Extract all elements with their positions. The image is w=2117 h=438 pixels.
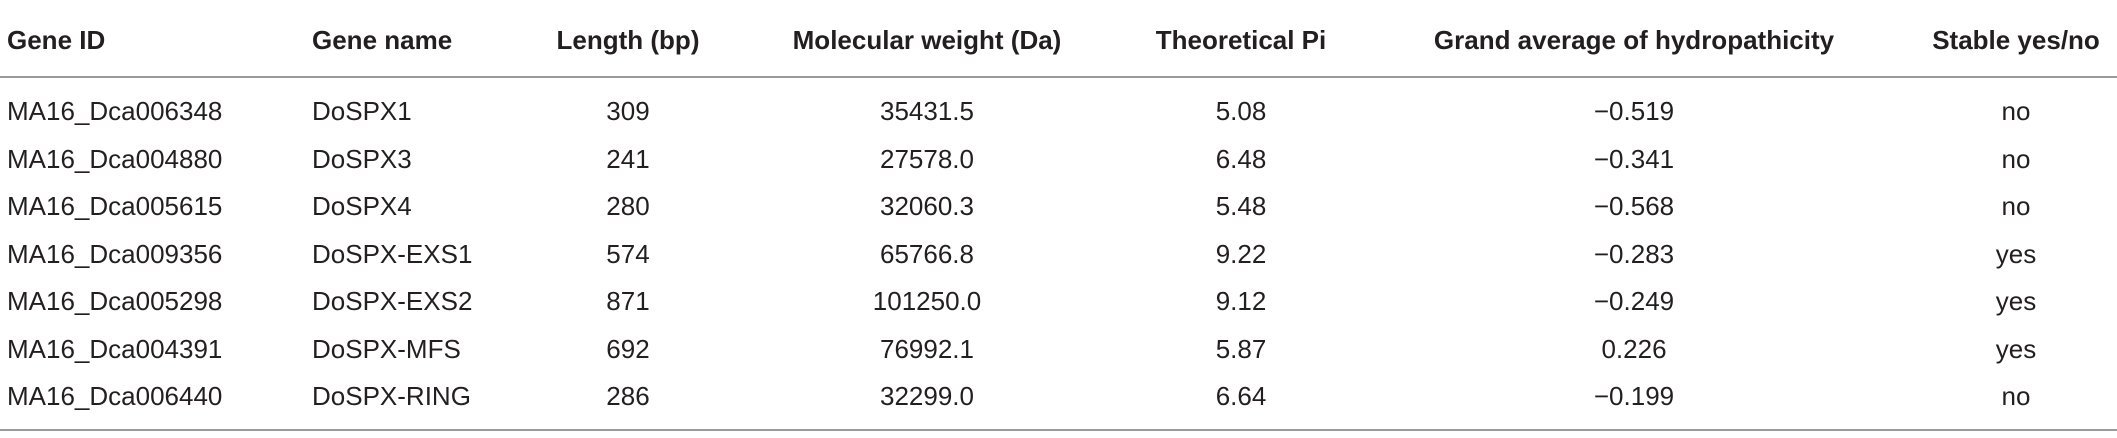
table-cell: −0.283 [1593,238,1675,269]
column-header: Stable yes/no [1932,25,2100,55]
table-cell: 5.48 [1215,191,1267,221]
table-cell: DoSPX-EXS1 [312,238,473,269]
column-header: Theoretical Pi [1155,25,1327,55]
table-cell: −0.519 [1593,96,1675,126]
table-cell: MA16_Dca005298 [7,286,223,316]
table-cell: 6.48 [1215,143,1267,174]
table-cell: 871 [606,286,650,316]
bottom-rule [0,429,2117,431]
table-cell: 5.08 [1215,96,1267,126]
column-header: Length (bp) [556,25,700,55]
table-cell: DoSPX4 [312,191,412,221]
table-cell: MA16_Dca006440 [7,381,223,411]
table-cell: 32060.3 [880,191,974,221]
table-cell: yes [1995,333,2037,364]
header-rule [0,76,2117,78]
table-cell: 6.64 [1215,381,1267,411]
column-header: Gene ID [7,25,106,55]
column-header: Molecular weight (Da) [792,25,1062,55]
table-cell: 0.226 [1601,333,1667,364]
table-cell: DoSPX3 [312,143,412,174]
table-cell: MA16_Dca006348 [7,96,223,126]
table-cell: no [2001,381,2031,411]
table-cell: MA16_Dca005615 [7,191,223,221]
table-cell: DoSPX-RING [312,381,471,411]
table-cell: 9.22 [1215,238,1267,269]
table-cell: 280 [606,191,650,221]
table-cell: MA16_Dca004880 [7,143,223,174]
table-cell: 241 [606,143,650,174]
column-header: Gene name [312,25,453,55]
table-cell: 27578.0 [880,143,974,174]
table-cell: 76992.1 [880,333,974,364]
table-cell: no [2001,96,2031,126]
table-cell: −0.249 [1593,286,1675,316]
table-cell: MA16_Dca004391 [7,333,223,364]
table-cell: 35431.5 [880,96,974,126]
column-header: Grand average of hydropathicity [1433,25,1835,55]
table-cell: 65766.8 [880,238,974,269]
table-cell: 101250.0 [872,286,982,316]
table-cell: DoSPX1 [312,96,412,126]
table-cell: 9.12 [1215,286,1267,316]
table-cell: 32299.0 [880,381,974,411]
table-cell: 286 [606,381,650,411]
table-cell: −0.199 [1593,381,1675,411]
table-cell: −0.568 [1593,191,1675,221]
table-cell: 309 [606,96,650,126]
table-cell: MA16_Dca009356 [7,238,223,269]
table-cell: 574 [606,238,650,269]
table-cell: DoSPX-MFS [312,333,461,364]
table-cell: DoSPX-EXS2 [312,286,473,316]
table-cell: no [2001,143,2031,174]
table-cell: −0.341 [1593,143,1675,174]
table-cell: yes [1995,238,2037,269]
table-cell: yes [1995,286,2037,316]
table-cell: no [2001,191,2031,221]
table-cell: 692 [606,333,650,364]
table-cell: 5.87 [1215,333,1267,364]
